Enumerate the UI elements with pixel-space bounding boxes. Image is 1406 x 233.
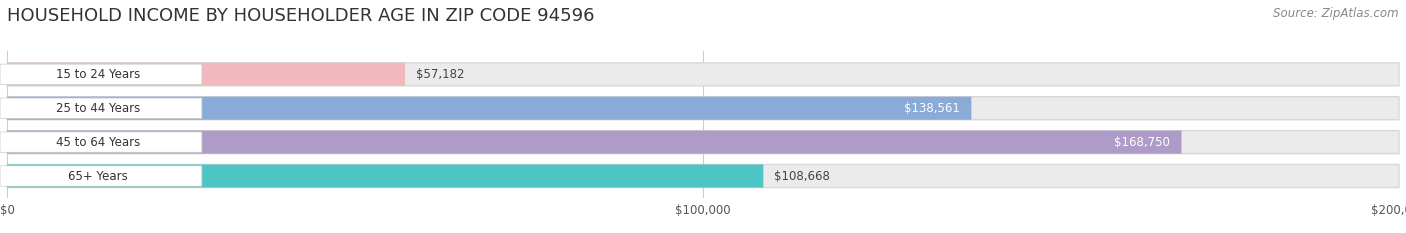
Text: 15 to 24 Years: 15 to 24 Years [56,68,141,81]
FancyBboxPatch shape [0,166,202,186]
Text: HOUSEHOLD INCOME BY HOUSEHOLDER AGE IN ZIP CODE 94596: HOUSEHOLD INCOME BY HOUSEHOLDER AGE IN Z… [7,7,595,25]
Text: 45 to 64 Years: 45 to 64 Years [56,136,141,149]
FancyBboxPatch shape [7,164,763,188]
Text: $57,182: $57,182 [416,68,464,81]
FancyBboxPatch shape [7,97,972,120]
Text: $138,561: $138,561 [904,102,960,115]
FancyBboxPatch shape [7,130,1399,154]
Text: Source: ZipAtlas.com: Source: ZipAtlas.com [1274,7,1399,20]
Text: $108,668: $108,668 [775,170,831,182]
Text: $168,750: $168,750 [1115,136,1170,149]
FancyBboxPatch shape [7,97,1399,120]
FancyBboxPatch shape [7,63,1399,86]
FancyBboxPatch shape [7,130,1181,154]
FancyBboxPatch shape [7,164,1399,188]
FancyBboxPatch shape [0,132,202,152]
FancyBboxPatch shape [0,64,202,85]
Text: 65+ Years: 65+ Years [67,170,128,182]
FancyBboxPatch shape [0,98,202,118]
Text: 25 to 44 Years: 25 to 44 Years [56,102,141,115]
FancyBboxPatch shape [7,63,405,86]
